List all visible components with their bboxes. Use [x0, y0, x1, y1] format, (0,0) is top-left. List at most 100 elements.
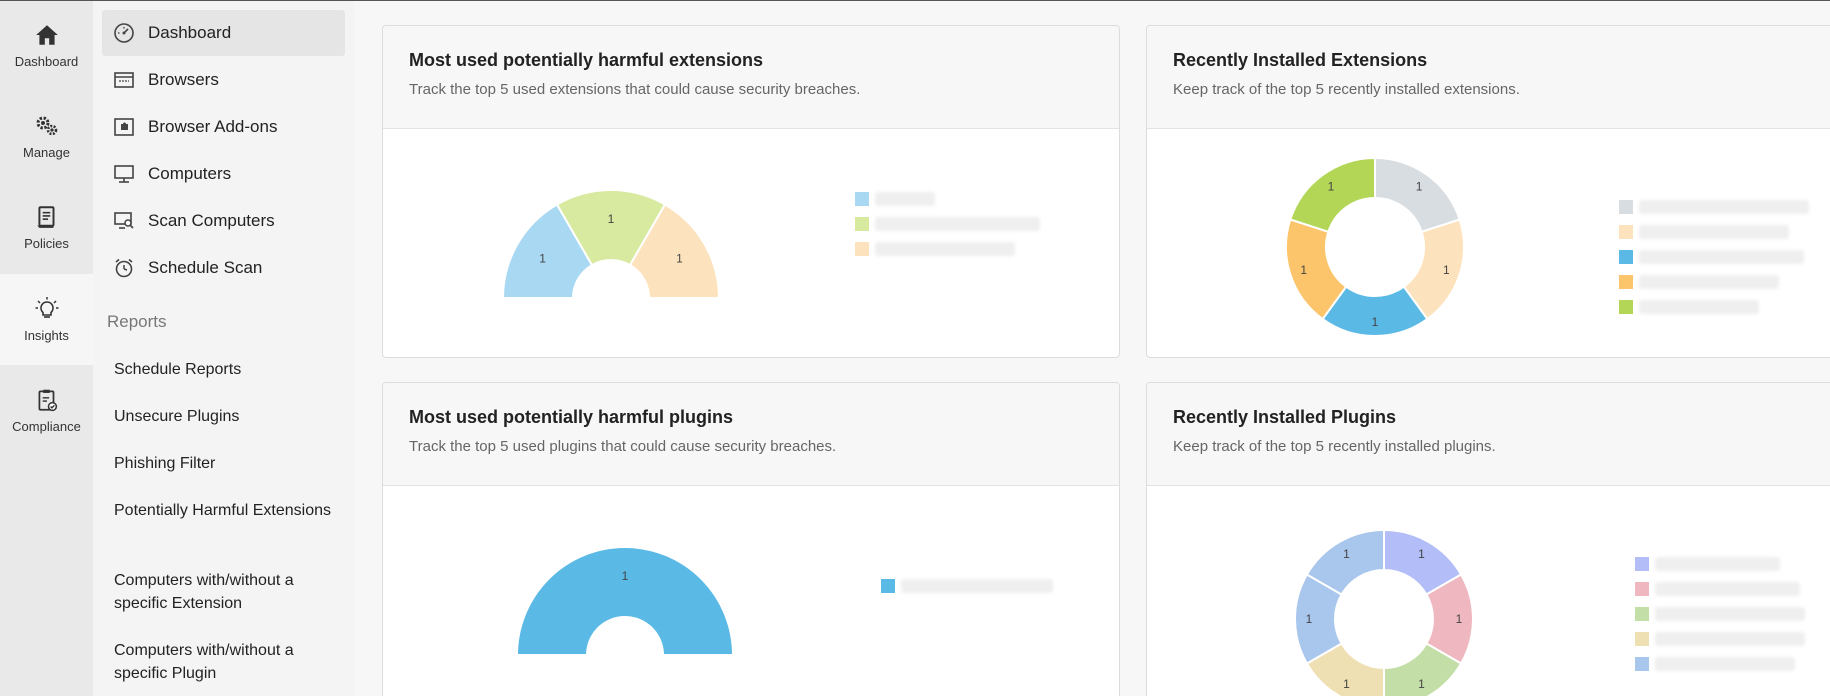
menu-item-schedule-scan[interactable]: Schedule Scan: [102, 245, 345, 291]
rail-policies[interactable]: Policies: [0, 182, 93, 273]
main-content: Most used potentially harmful extensions…: [354, 0, 1830, 696]
legend-item[interactable]: [1619, 294, 1809, 319]
menu-item-dashboard[interactable]: Dashboard: [102, 10, 345, 56]
rail-dashboard[interactable]: Dashboard: [0, 0, 93, 91]
speedometer-icon: [112, 21, 136, 45]
menu-item-scan-computers[interactable]: Scan Computers: [102, 198, 345, 244]
legend-swatch: [1635, 631, 1649, 646]
menu-item-label: Browser Add-ons: [148, 117, 278, 136]
chart-slice[interactable]: [515, 546, 735, 656]
clipboard-check-icon: [38, 389, 57, 412]
chart-slice[interactable]: [1305, 528, 1385, 596]
icon-rail: Dashboard Manage Policies In: [0, 0, 93, 696]
rail-label: Compliance: [12, 419, 81, 434]
card-recent-extensions: Recently Installed Extensions Keep track…: [1146, 25, 1830, 358]
chart-area: 1 1 1: [383, 130, 1119, 357]
legend-item[interactable]: [855, 186, 1040, 211]
slice-value-label: 1: [1343, 547, 1350, 561]
slice-value-label: 1: [1416, 179, 1423, 193]
legend-item[interactable]: [881, 573, 1053, 598]
slice-value-label: 1: [1300, 263, 1307, 277]
recent-plugins-donut: 1 1 1 1 1 1: [1294, 528, 1474, 696]
reports-heading: Reports: [107, 312, 167, 331]
chart-slice[interactable]: [555, 189, 667, 267]
rail-manage[interactable]: Manage: [0, 91, 93, 182]
legend-item[interactable]: [1635, 651, 1805, 676]
legend-swatch: [1619, 299, 1633, 314]
rail-label: Policies: [24, 236, 69, 251]
legend-item[interactable]: [1619, 194, 1809, 219]
menu-item-label: Computers: [148, 164, 232, 183]
slice-value-label: 1: [1306, 612, 1313, 626]
slice-value-label: 1: [1418, 677, 1425, 691]
legend-swatch: [855, 191, 869, 206]
card-header: Recently Installed Plugins Keep track of…: [1147, 383, 1830, 486]
chart-slice[interactable]: [1374, 156, 1461, 234]
legend-item[interactable]: [1619, 219, 1809, 244]
chart-area: 1: [383, 487, 1119, 696]
card-title: Recently Installed Plugins: [1173, 407, 1397, 427]
home-icon: [35, 25, 58, 45]
slice-value-label: 1: [1328, 179, 1335, 193]
card-title: Most used potentially harmful extensions: [409, 50, 764, 70]
legend-swatch: [1635, 556, 1649, 571]
card-description: Keep track of the top 5 recently install…: [1173, 81, 1520, 98]
legend-item[interactable]: [1635, 601, 1805, 626]
report-link-phishing-filter[interactable]: Phishing Filter: [114, 455, 216, 472]
harmful-plugins-half-donut: 1: [515, 546, 735, 656]
legend-item[interactable]: [855, 211, 1040, 236]
card-header: Most used potentially harmful extensions…: [383, 26, 1119, 129]
chart-legend: [1619, 194, 1809, 319]
chart-legend: [881, 573, 1053, 598]
card-recent-plugins: Recently Installed Plugins Keep track of…: [1146, 382, 1830, 696]
legend-item[interactable]: [1619, 269, 1809, 294]
legend-item[interactable]: [1635, 551, 1805, 576]
report-link-computers-extension[interactable]: Computers with/without a specific Extens…: [114, 572, 294, 612]
slice-value-label: 1: [1418, 547, 1425, 561]
menu-item-label: Schedule Scan: [148, 258, 263, 277]
slice-value-label: 1: [1443, 263, 1450, 277]
chart-area: 1 1 1 1 1 1: [1147, 487, 1830, 696]
legend-item[interactable]: [1635, 626, 1805, 651]
chart-slice[interactable]: [628, 203, 721, 299]
legend-swatch: [1619, 199, 1633, 214]
card-description: Keep track of the top 5 recently install…: [1173, 438, 1496, 455]
legend-swatch: [881, 578, 895, 593]
recent-extensions-donut: 1 1 1 1 1: [1285, 156, 1465, 337]
legend-swatch: [855, 241, 869, 256]
rail-label: Dashboard: [14, 54, 79, 69]
rail-compliance[interactable]: Compliance: [0, 365, 93, 456]
slice-value-label: 1: [539, 252, 546, 266]
lightbulb-icon: [35, 297, 58, 318]
chart-slice[interactable]: [1289, 156, 1376, 234]
card-harmful-plugins: Most used potentially harmful plugins Tr…: [382, 382, 1120, 696]
report-link-schedule-reports[interactable]: Schedule Reports: [114, 361, 242, 378]
menu-item-browser-add-ons[interactable]: Browser Add-ons: [102, 104, 345, 150]
slice-value-label: 1: [1372, 315, 1379, 329]
legend-item[interactable]: [1619, 244, 1809, 269]
report-link-computers-plugin[interactable]: Computers with/without a specific Plugin: [114, 642, 294, 682]
legend-item[interactable]: [855, 236, 1040, 261]
rail-label: Manage: [23, 145, 70, 160]
legend-swatch: [1619, 249, 1633, 264]
rail-insights[interactable]: Insights: [0, 274, 93, 365]
menu-item-browsers[interactable]: Browsers: [102, 57, 345, 103]
legend-swatch: [1635, 606, 1649, 621]
legend-swatch: [855, 216, 869, 231]
menu-item-label: Scan Computers: [148, 211, 275, 230]
alarm-clock-icon: [112, 256, 136, 280]
browser-window-icon: [112, 68, 136, 92]
slice-value-label: 1: [676, 252, 683, 266]
puzzle-icon: [112, 115, 136, 139]
legend-item[interactable]: [1635, 576, 1805, 601]
menu-item-label: Dashboard: [148, 23, 232, 42]
report-link-unsecure-plugins[interactable]: Unsecure Plugins: [114, 408, 240, 425]
rail-label: Insights: [24, 328, 69, 343]
card-header: Recently Installed Extensions Keep track…: [1147, 26, 1830, 129]
insights-menu: Dashboard Browsers Browser Add-ons Compu…: [93, 0, 354, 696]
report-link-potentially-harmful-extensions[interactable]: Potentially Harmful Extensions: [114, 502, 331, 519]
legend-swatch: [1619, 224, 1633, 239]
chart-slice[interactable]: [1383, 642, 1463, 696]
legend-swatch: [1635, 581, 1649, 596]
menu-item-computers[interactable]: Computers: [102, 151, 345, 197]
